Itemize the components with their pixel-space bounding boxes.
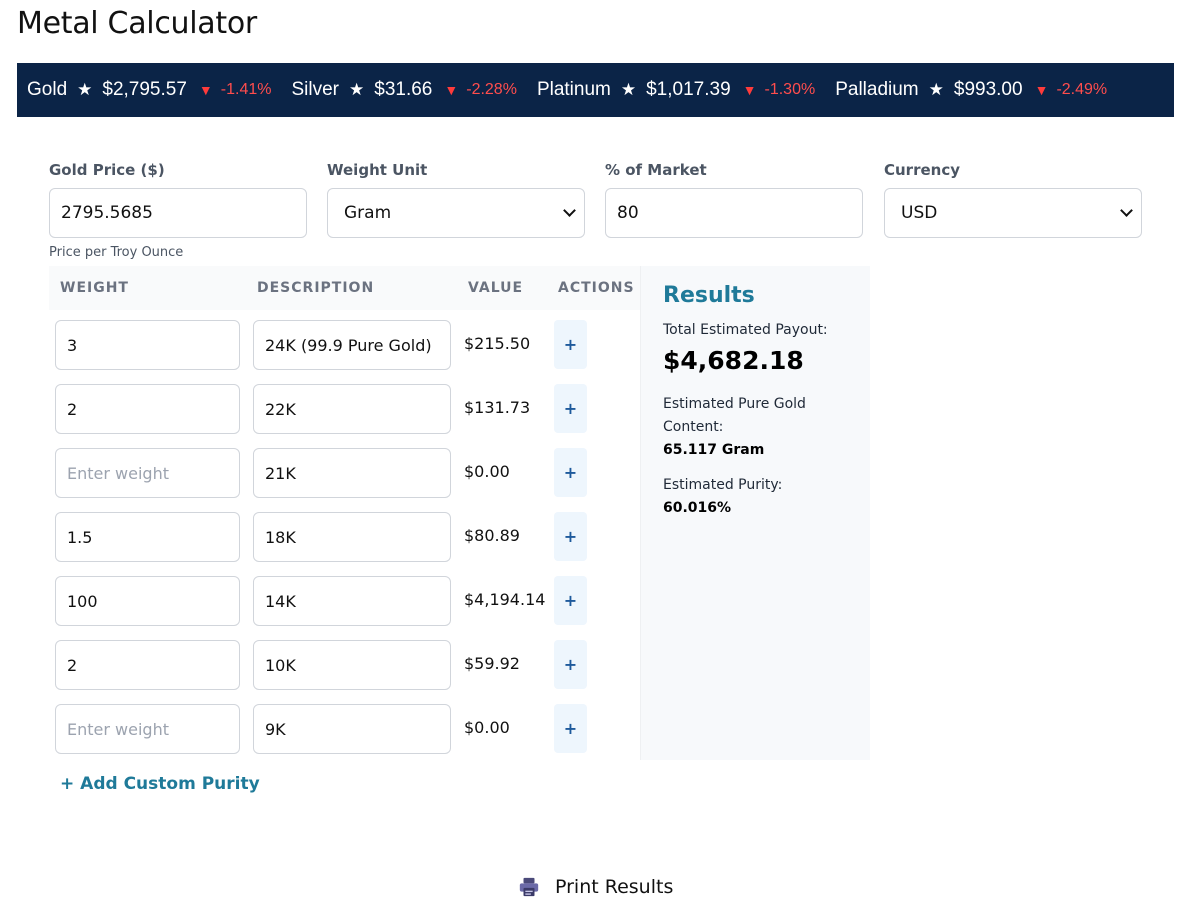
gold-price-value: 2795.5685	[61, 203, 153, 223]
gold-price-label: Gold Price ($)	[49, 161, 165, 179]
ticker-item-gold: Gold ★ $2,795.57 ▼ -1.41%	[27, 79, 271, 101]
description-input[interactable]: 24K (99.9 Pure Gold)	[253, 320, 451, 370]
weight-unit-select[interactable]: Gram	[327, 188, 585, 238]
weight-input[interactable]: 2	[55, 640, 240, 690]
down-arrow-icon: ▼	[742, 82, 757, 98]
add-row-button[interactable]: +	[554, 576, 587, 625]
results-title: Results	[663, 283, 755, 308]
add-row-button[interactable]: +	[554, 448, 587, 497]
row-value: $131.73	[464, 398, 531, 417]
ticker-item-silver: Silver ★ $31.66 ▼ -2.28%	[291, 79, 516, 101]
market-percent-value: 80	[617, 203, 639, 223]
header-description: DESCRIPTION	[257, 280, 375, 296]
weight-input[interactable]: 2	[55, 384, 240, 434]
row-value: $80.89	[464, 526, 520, 545]
ticker-price: $993.00	[953, 79, 1023, 100]
description-input[interactable]: 21K	[253, 448, 451, 498]
ticker-item-platinum: Platinum ★ $1,017.39 ▼ -1.30%	[537, 79, 815, 101]
ticker-change: -2.28%	[466, 81, 517, 98]
market-percent-input[interactable]: 80	[605, 188, 863, 238]
pure-gold-label-cont: Content:	[663, 419, 724, 435]
description-input[interactable]: 22K	[253, 384, 451, 434]
purity-label: Estimated Purity:	[663, 477, 783, 493]
add-row-button[interactable]: +	[554, 384, 587, 433]
add-row-button[interactable]: +	[554, 640, 587, 689]
header-value: VALUE	[468, 280, 524, 296]
ticker-price: $1,017.39	[646, 79, 731, 100]
description-input[interactable]: 10K	[253, 640, 451, 690]
down-arrow-icon: ▼	[444, 82, 459, 98]
printer-icon	[519, 877, 539, 897]
gold-price-input[interactable]: 2795.5685	[49, 188, 307, 238]
ticker-metal-name: Silver	[291, 79, 339, 100]
row-value: $0.00	[464, 462, 510, 481]
add-row-button[interactable]: +	[554, 320, 587, 369]
pure-gold-label: Estimated Pure Gold	[663, 396, 806, 412]
price-ticker: Gold ★ $2,795.57 ▼ -1.41% Silver ★ $31.6…	[17, 63, 1174, 117]
row-value: $0.00	[464, 718, 510, 737]
add-row-button[interactable]: +	[554, 512, 587, 561]
ticker-metal-name: Platinum	[536, 79, 611, 100]
star-icon: ★	[620, 80, 637, 99]
market-percent-label: % of Market	[605, 161, 707, 179]
currency-select[interactable]: USD	[884, 188, 1142, 238]
purity-value: 60.016%	[663, 500, 732, 516]
star-icon: ★	[349, 80, 365, 99]
currency-label: Currency	[884, 161, 961, 179]
weight-input[interactable]: Enter weight	[55, 704, 240, 754]
header-actions: ACTIONS	[558, 280, 635, 296]
page-title: Metal Calculator	[17, 6, 257, 41]
ticker-price: $2,795.57	[102, 79, 187, 100]
payout-value: $4,682.18	[663, 346, 804, 375]
down-arrow-icon: ▼	[198, 82, 213, 98]
weight-unit-value: Gram	[344, 203, 392, 223]
weight-unit-label: Weight Unit	[327, 161, 428, 179]
print-results-button[interactable]: Print Results	[518, 876, 673, 898]
add-row-button[interactable]: +	[554, 704, 587, 753]
row-value: $4,194.14	[464, 590, 546, 609]
pure-gold-value: 65.117 Gram	[663, 442, 765, 458]
weight-input[interactable]: 1.5	[55, 512, 240, 562]
weight-input[interactable]: 100	[55, 576, 240, 626]
results-panel: Results Total Estimated Payout: $4,682.1…	[640, 266, 870, 760]
description-input[interactable]: 9K	[253, 704, 451, 754]
print-results-label: Print Results	[555, 876, 674, 898]
currency-value: USD	[901, 203, 938, 223]
chevron-down-icon	[563, 204, 576, 217]
row-value: $59.92	[464, 654, 520, 673]
table-header: WEIGHT DESCRIPTION VALUE ACTIONS	[49, 266, 640, 310]
weight-input[interactable]: Enter weight	[55, 448, 240, 498]
down-arrow-icon: ▼	[1034, 82, 1049, 98]
star-icon: ★	[928, 80, 944, 99]
ticker-price: $31.66	[374, 79, 433, 100]
ticker-metal-name: Gold	[27, 79, 68, 100]
ticker-change: -2.49%	[1056, 81, 1108, 98]
weight-input[interactable]: 3	[55, 320, 240, 370]
header-weight: WEIGHT	[60, 280, 129, 296]
ticker-metal-name: Palladium	[835, 79, 919, 100]
star-icon: ★	[77, 80, 93, 99]
payout-label: Total Estimated Payout:	[663, 322, 828, 338]
ticker-item-palladium: Palladium ★ $993.00 ▼ -2.49%	[835, 79, 1107, 101]
description-input[interactable]: 18K	[253, 512, 451, 562]
ticker-change: -1.41%	[220, 81, 272, 98]
add-custom-purity-link[interactable]: + Add Custom Purity	[60, 774, 260, 794]
row-value: $215.50	[464, 334, 531, 353]
description-input[interactable]: 14K	[253, 576, 451, 626]
ticker-change: -1.30%	[764, 81, 816, 98]
chevron-down-icon	[1120, 204, 1133, 217]
gold-price-help: Price per Troy Ounce	[49, 245, 184, 260]
